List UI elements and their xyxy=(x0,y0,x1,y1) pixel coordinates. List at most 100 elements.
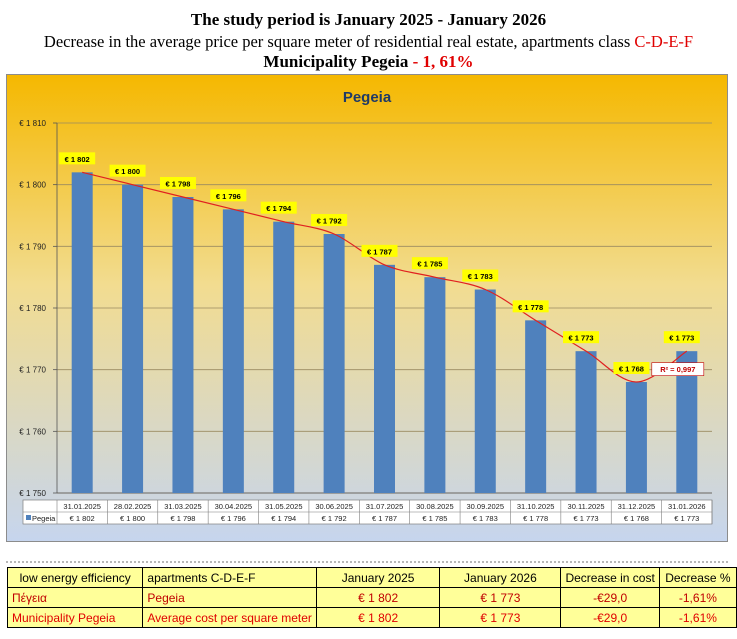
chart-bar xyxy=(474,289,496,493)
summary-header-cell: Decrease % xyxy=(658,567,737,588)
data-label: € 1 778 xyxy=(518,303,543,312)
summary-cell: € 1 773 xyxy=(439,607,562,628)
data-label: € 1 783 xyxy=(468,272,493,281)
data-label-bg xyxy=(109,164,146,177)
data-table-value: € 1 773 xyxy=(574,514,599,523)
chart-bar xyxy=(676,351,698,493)
chart-bar xyxy=(323,234,345,493)
chart-bar xyxy=(525,320,547,493)
header-subtitle: Decrease in the average price per square… xyxy=(0,32,737,52)
data-label: € 1 773 xyxy=(669,334,694,343)
data-label-bg xyxy=(210,189,247,202)
data-table-value: € 1 778 xyxy=(523,514,548,523)
r-squared-box xyxy=(651,362,705,376)
chart-container: Pegeia € 1 750 € 1 760 € 1 770 € 1 780 € 1 79… xyxy=(6,74,728,542)
data-label: € 1 796 xyxy=(216,192,241,201)
x-tick-label: 30.06.2025 xyxy=(315,502,353,511)
summary-cell: € 1 773 xyxy=(439,587,562,608)
summary-row: Πέγεια Pegeia € 1 802 € 1 773 -€29,0 -1,… xyxy=(6,587,737,608)
data-label-bg xyxy=(663,331,700,344)
header-municipality: Municipality Pegeia - 1, 61% xyxy=(0,52,737,72)
x-tick-label: 31.10.2025 xyxy=(517,502,555,511)
data-label-bg xyxy=(311,214,348,226)
municipality-name: Municipality Pegeia xyxy=(263,52,409,71)
x-tick-label: 31.12.2025 xyxy=(618,502,656,511)
data-label: € 1 773 xyxy=(569,334,594,343)
y-tick-label: € 1 760 xyxy=(19,427,46,436)
subtitle-class: C-D-E-F xyxy=(634,32,694,51)
legend-label: Pegeia xyxy=(32,514,56,523)
summary-cell: -€29,0 xyxy=(560,587,660,608)
chart-bar xyxy=(172,197,194,493)
municipality-decrease: - 1, 61% xyxy=(408,52,474,71)
legend-key xyxy=(26,515,31,520)
x-tick-label: 28.02.2025 xyxy=(114,502,152,511)
chart-bar xyxy=(273,221,295,493)
chart-title: Pegeia xyxy=(343,89,392,106)
data-label: € 1 802 xyxy=(65,155,90,164)
data-label: € 1 792 xyxy=(317,217,342,226)
chart-bar xyxy=(222,209,244,494)
data-table-value: € 1 796 xyxy=(221,514,246,523)
x-tick-label: 31.03.2025 xyxy=(164,502,202,511)
summary-cell: € 1 802 xyxy=(315,607,441,628)
y-tick-label: € 1 810 xyxy=(19,119,46,128)
y-tick-label: € 1 790 xyxy=(19,242,46,251)
summary-header-row: low energy efficiency apartments C-D-E-F… xyxy=(6,567,737,588)
data-label-bg xyxy=(411,257,448,270)
data-table-value: € 1 785 xyxy=(422,514,447,523)
data-table-value: € 1 794 xyxy=(271,514,296,523)
data-label-bg xyxy=(361,244,398,257)
x-tick-label: 30.09.2025 xyxy=(466,502,504,511)
y-tick-label: € 1 750 xyxy=(19,489,46,498)
data-label: € 1 800 xyxy=(115,167,140,176)
y-tick-label: € 1 780 xyxy=(19,304,46,313)
chart-bar xyxy=(122,184,144,493)
y-tick-label: € 1 800 xyxy=(19,181,46,190)
x-tick-label: 30.08.2025 xyxy=(416,502,454,511)
summary-cell: Πέγεια xyxy=(6,587,144,608)
summary-cell: Pegeia xyxy=(142,587,317,608)
data-label-bg xyxy=(260,201,297,214)
data-label: € 1 785 xyxy=(417,260,442,269)
summary-cell: -1,61% xyxy=(658,607,737,628)
data-table-value: € 1 800 xyxy=(120,514,145,523)
data-label-bg xyxy=(563,331,600,344)
chart-bar xyxy=(424,277,446,493)
summary-row: Municipality Pegeia Average cost per squ… xyxy=(6,607,737,628)
x-tick-label: 31.05.2025 xyxy=(265,502,303,511)
summary-table: low energy efficiency apartments C-D-E-F… xyxy=(6,567,737,628)
data-table-value: € 1 787 xyxy=(372,514,397,523)
data-table-value: € 1 798 xyxy=(170,514,195,523)
summary-cell: -1,61% xyxy=(658,587,737,608)
data-table-value: € 1 792 xyxy=(322,514,347,523)
data-label-bg xyxy=(159,177,196,189)
x-tick-label: 31.01.2026 xyxy=(668,502,706,511)
data-table-value: € 1 773 xyxy=(674,514,699,523)
summary-cell: € 1 802 xyxy=(315,587,441,608)
data-table-value: € 1 768 xyxy=(624,514,649,523)
x-tick-label: 30.04.2025 xyxy=(215,502,253,511)
data-label: € 1 794 xyxy=(266,204,292,213)
data-table-value: € 1 783 xyxy=(473,514,498,523)
data-label-bg xyxy=(512,300,549,313)
r-squared-label: R² = 0,997 xyxy=(660,365,695,374)
summary-cell: Municipality Pegeia xyxy=(6,607,144,628)
data-label-bg xyxy=(59,152,96,165)
data-label: € 1 798 xyxy=(165,180,190,189)
summary-header-cell: January 2026 xyxy=(439,567,562,588)
summary-header-cell: apartments C-D-E-F xyxy=(142,567,317,588)
summary-header-cell: Decrease in cost xyxy=(560,567,660,588)
dotted-separator xyxy=(6,561,728,567)
summary-header-cell: low energy efficiency xyxy=(6,567,144,588)
header-title: The study period is January 2025 - Janua… xyxy=(190,10,547,29)
y-tick-label: € 1 770 xyxy=(19,366,46,375)
chart-bar xyxy=(374,264,395,493)
data-label: € 1 787 xyxy=(367,247,392,256)
data-label-bg xyxy=(462,269,499,282)
chart-bar xyxy=(625,382,647,493)
data-table-value: € 1 802 xyxy=(70,514,95,523)
data-label: € 1 768 xyxy=(619,365,644,374)
summary-header-cell: January 2025 xyxy=(315,567,441,588)
x-tick-label: 30.11.2025 xyxy=(568,502,605,511)
